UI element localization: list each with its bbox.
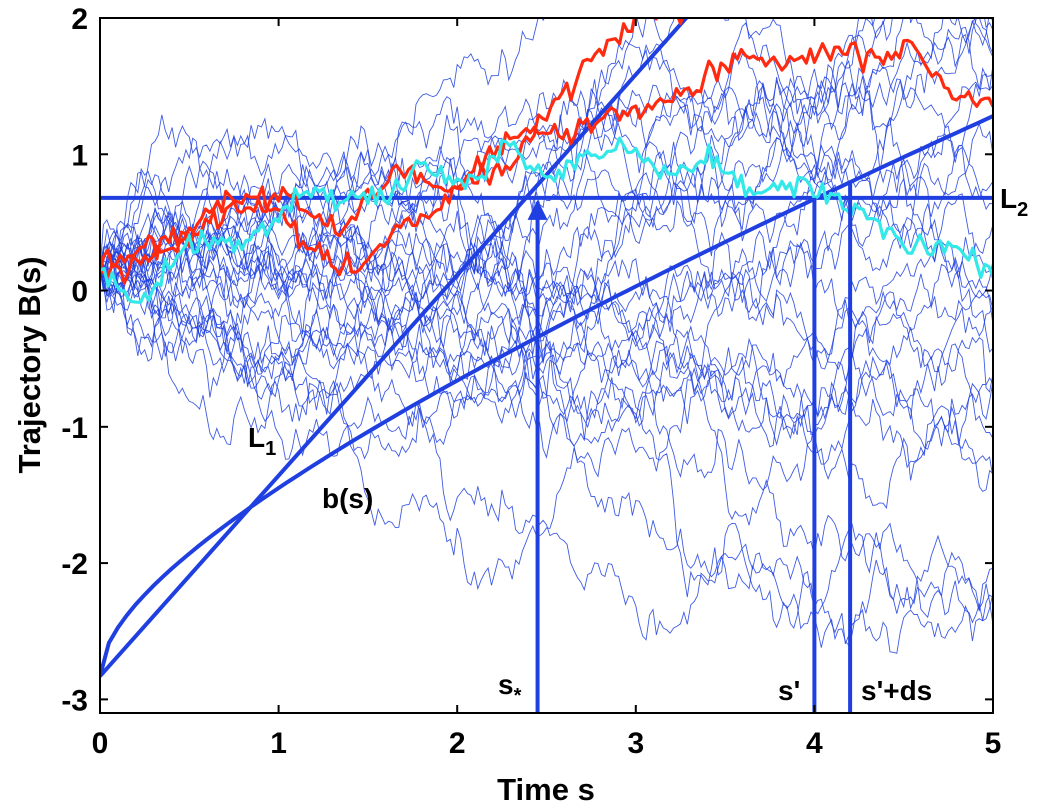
trajectory	[100, 18, 993, 283]
y-tick-label: 2	[71, 3, 88, 36]
x-tick-label: 0	[92, 727, 109, 760]
trajectory	[100, 213, 993, 492]
label-L1: L1	[248, 422, 276, 460]
y-tick-label: 1	[71, 139, 88, 172]
trajectory	[100, 248, 993, 625]
highlighted-trajectories	[100, 18, 993, 304]
label-s-star: s*	[498, 669, 522, 707]
trajectory	[100, 18, 914, 288]
highlighted-trajectory-cyan	[100, 136, 993, 304]
trajectory	[100, 43, 993, 326]
y-tick-label: -3	[61, 684, 88, 717]
trajectory	[100, 215, 993, 469]
background-trajectories	[100, 18, 993, 654]
trajectory	[100, 122, 993, 429]
curve-b	[100, 114, 993, 677]
x-tick-label: 2	[449, 727, 466, 760]
trajectory	[100, 269, 993, 591]
label-s-prime: s'	[778, 675, 800, 706]
trajectory	[100, 18, 893, 271]
trajectory	[100, 125, 993, 345]
y-tick-label: -2	[61, 548, 88, 581]
label-L2: L2	[1000, 183, 1028, 221]
line-L1	[100, 18, 689, 678]
main-lines	[100, 18, 993, 678]
trajectory	[100, 174, 993, 371]
trajectory	[100, 222, 993, 479]
trajectory	[100, 18, 993, 354]
trajectory	[100, 244, 993, 645]
trajectory	[100, 18, 993, 354]
label-s-prime-ds: s'+ds	[861, 675, 932, 706]
y-tick-label: 0	[71, 276, 88, 309]
trajectory	[100, 52, 993, 353]
trajectory	[100, 80, 993, 426]
plot-frame	[99, 17, 994, 714]
x-tick-label: 3	[627, 727, 644, 760]
trajectory	[100, 18, 904, 327]
trajectory	[100, 22, 993, 319]
plot-area	[100, 18, 993, 713]
x-tick-label: 1	[270, 727, 287, 760]
y-tick-label: -1	[61, 412, 88, 445]
trajectory	[100, 174, 993, 448]
y-axis-label: Trajectory B(s)	[12, 256, 47, 473]
highlighted-trajectory-red	[100, 18, 684, 285]
trajectory	[100, 243, 993, 460]
label-b: b(s)	[322, 483, 373, 514]
y-ticks: -3 -2 -1 0 1 2	[61, 3, 993, 717]
x-axis-label: Time s	[497, 772, 595, 807]
x-tick-label: 5	[985, 727, 1002, 760]
vertical-markers	[527, 182, 853, 713]
x-tick-label: 4	[806, 727, 823, 760]
highlighted-trajectory-red	[100, 38, 993, 278]
trajectory	[100, 230, 993, 421]
trajectory	[100, 253, 993, 624]
x-ticks: 0 1 2 3 4 5	[92, 18, 1002, 760]
